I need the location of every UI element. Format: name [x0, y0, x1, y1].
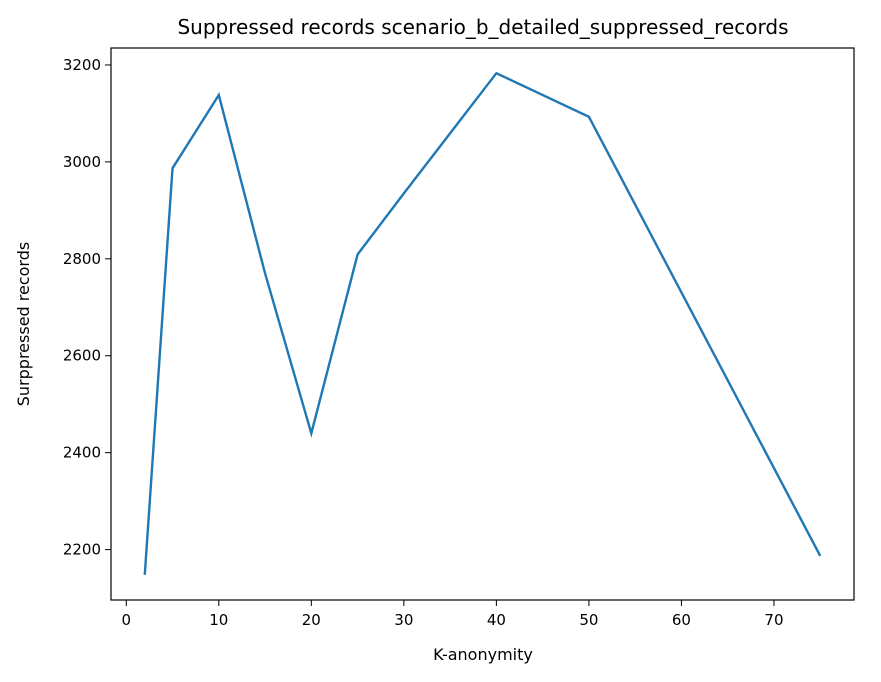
series-line [143, 71, 822, 575]
x-tick-label: 50 [579, 611, 598, 629]
y-tick-label: 2200 [63, 541, 101, 559]
x-axis-ticks: 0 10 20 30 40 50 60 70 [121, 600, 784, 629]
series-layer [143, 71, 822, 575]
y-tick-label: 2400 [63, 444, 101, 462]
x-tick-label: 20 [302, 611, 321, 629]
x-axis-label: K-anonymity [433, 645, 533, 664]
x-tick-label: 40 [487, 611, 506, 629]
x-tick-label: 70 [764, 611, 783, 629]
x-tick-label: 10 [209, 611, 228, 629]
y-tick-label: 2600 [63, 347, 101, 365]
y-axis-label: Surppressed records [14, 242, 33, 406]
x-tick-label: 0 [121, 611, 131, 629]
y-axis-ticks: 2200 2400 2600 2800 3000 3200 [63, 56, 111, 559]
y-tick-label: 3000 [63, 153, 101, 171]
x-tick-label: 30 [394, 611, 413, 629]
y-tick-label: 2800 [63, 250, 101, 268]
plot-frame [110, 47, 855, 601]
plot-area: 0 10 20 30 40 50 60 70 2200 2400 2600 2800 3000 3200 [63, 47, 855, 629]
y-tick-label: 3200 [63, 56, 101, 74]
chart-title: Suppressed records scenario_b_detailed_s… [177, 15, 788, 39]
x-tick-label: 60 [672, 611, 691, 629]
